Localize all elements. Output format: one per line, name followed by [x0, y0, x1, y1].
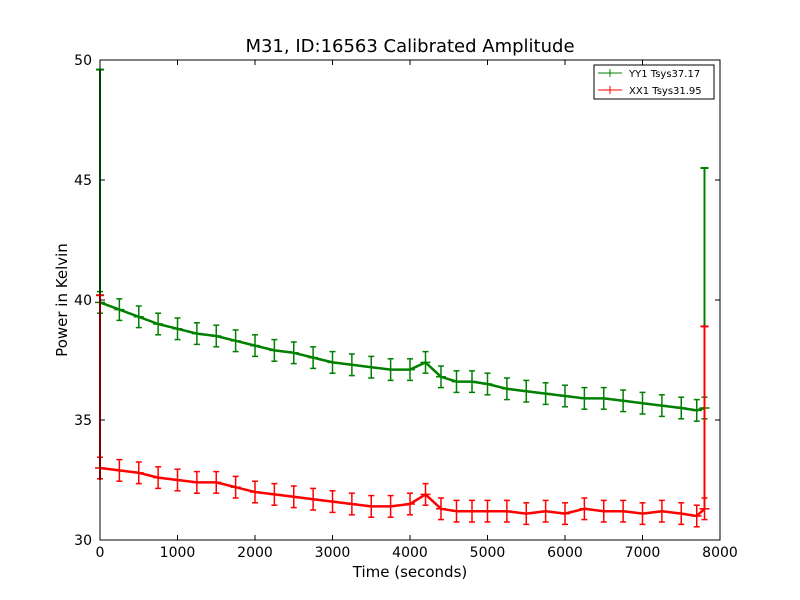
data-point — [269, 482, 280, 506]
tick-layer: 0 1000 2000 3000 4000 5000 6000 7000 8000 30 35 40 4… — [74, 53, 738, 561]
data-point — [288, 485, 299, 509]
data-point — [482, 372, 493, 396]
y-tick-label: 40 — [74, 293, 92, 309]
data-point — [656, 394, 667, 418]
data-point — [598, 499, 609, 523]
data-point — [366, 355, 377, 379]
x-axis-label: Time (seconds) — [352, 563, 468, 581]
data-point — [436, 497, 446, 521]
legend: YY1 Tsys37.17 XX1 Tsys31.95 — [593, 64, 715, 100]
data-point — [467, 370, 477, 394]
data-point — [521, 502, 532, 526]
data-point — [288, 341, 299, 365]
legend-label-xx1: XX1 Tsys31.95 — [629, 86, 702, 97]
data-point — [308, 487, 319, 511]
data-point — [153, 466, 164, 490]
data-point — [405, 358, 415, 382]
data-point — [385, 494, 396, 518]
plot-area — [100, 60, 720, 540]
data-point — [501, 377, 512, 401]
y-axis-label: Power in Kelvin — [53, 243, 71, 357]
x-tick-label: 4000 — [392, 545, 428, 561]
data-point — [451, 370, 462, 394]
data-point — [191, 322, 202, 346]
data-point — [133, 461, 144, 485]
x-tick-label: 3000 — [315, 545, 351, 561]
data-point — [346, 353, 357, 377]
data-point — [405, 492, 415, 516]
data-point — [230, 329, 241, 353]
data-point — [211, 324, 222, 348]
legend-box — [593, 64, 715, 100]
data-point — [346, 492, 357, 516]
data-point — [451, 499, 462, 523]
data-point — [436, 365, 446, 389]
data-point — [598, 386, 609, 410]
data-point — [250, 480, 260, 504]
data-point — [211, 470, 222, 494]
x-tick-label: 6000 — [547, 545, 583, 561]
x-tick-label: 0 — [96, 545, 105, 561]
data-point — [501, 499, 512, 523]
data-point — [269, 338, 280, 362]
data-point — [230, 475, 241, 499]
x-tick-label: 2000 — [237, 545, 273, 561]
legend-entry-yy1: YY1 Tsys37.17 — [598, 69, 700, 80]
data-point — [327, 490, 338, 514]
data-point — [250, 334, 260, 358]
data-point — [676, 502, 687, 526]
data-point — [308, 346, 319, 370]
data-point — [637, 391, 648, 415]
data-point — [114, 298, 125, 322]
series-line — [99, 466, 706, 518]
chart-title: M31, ID:16563 Calibrated Amplitude — [245, 36, 574, 57]
series-line — [99, 301, 705, 412]
spike — [700, 325, 709, 509]
data-point — [327, 350, 338, 374]
y-tick-label: 45 — [74, 173, 92, 189]
x-tick-label: 8000 — [702, 545, 738, 561]
data-point — [482, 499, 493, 523]
x-tick-label: 5000 — [470, 545, 506, 561]
data-point — [637, 502, 648, 526]
data-point — [691, 504, 702, 528]
data-point — [172, 468, 183, 492]
data-point — [385, 358, 396, 382]
data-point — [618, 389, 629, 413]
data-point — [521, 379, 532, 403]
data-point — [560, 384, 570, 408]
data-point — [540, 499, 551, 523]
data-point — [420, 350, 431, 374]
data-point — [153, 312, 164, 336]
y-tick-label: 50 — [74, 53, 92, 69]
plot-frame — [99, 59, 721, 541]
legend-entry-xx1: XX1 Tsys31.95 — [598, 86, 702, 97]
x-tick-label: 7000 — [625, 545, 661, 561]
data-point — [618, 499, 629, 523]
data-point — [579, 497, 590, 521]
data-point — [579, 386, 590, 410]
data-point — [191, 470, 202, 494]
data-point — [560, 502, 570, 526]
y-tick-label: 35 — [74, 413, 92, 429]
x-tick-label: 1000 — [160, 545, 196, 561]
data-point — [114, 458, 125, 482]
data-point — [691, 398, 702, 422]
y-tick-label: 30 — [74, 533, 92, 549]
data-point — [540, 382, 551, 406]
legend-label-yy1: YY1 Tsys37.17 — [628, 69, 700, 80]
data-point — [133, 305, 144, 329]
data-point — [676, 396, 687, 420]
data-point — [467, 499, 477, 523]
data-point — [656, 499, 667, 523]
data-point — [420, 482, 431, 506]
data-point — [172, 317, 183, 341]
data-point — [366, 494, 377, 518]
